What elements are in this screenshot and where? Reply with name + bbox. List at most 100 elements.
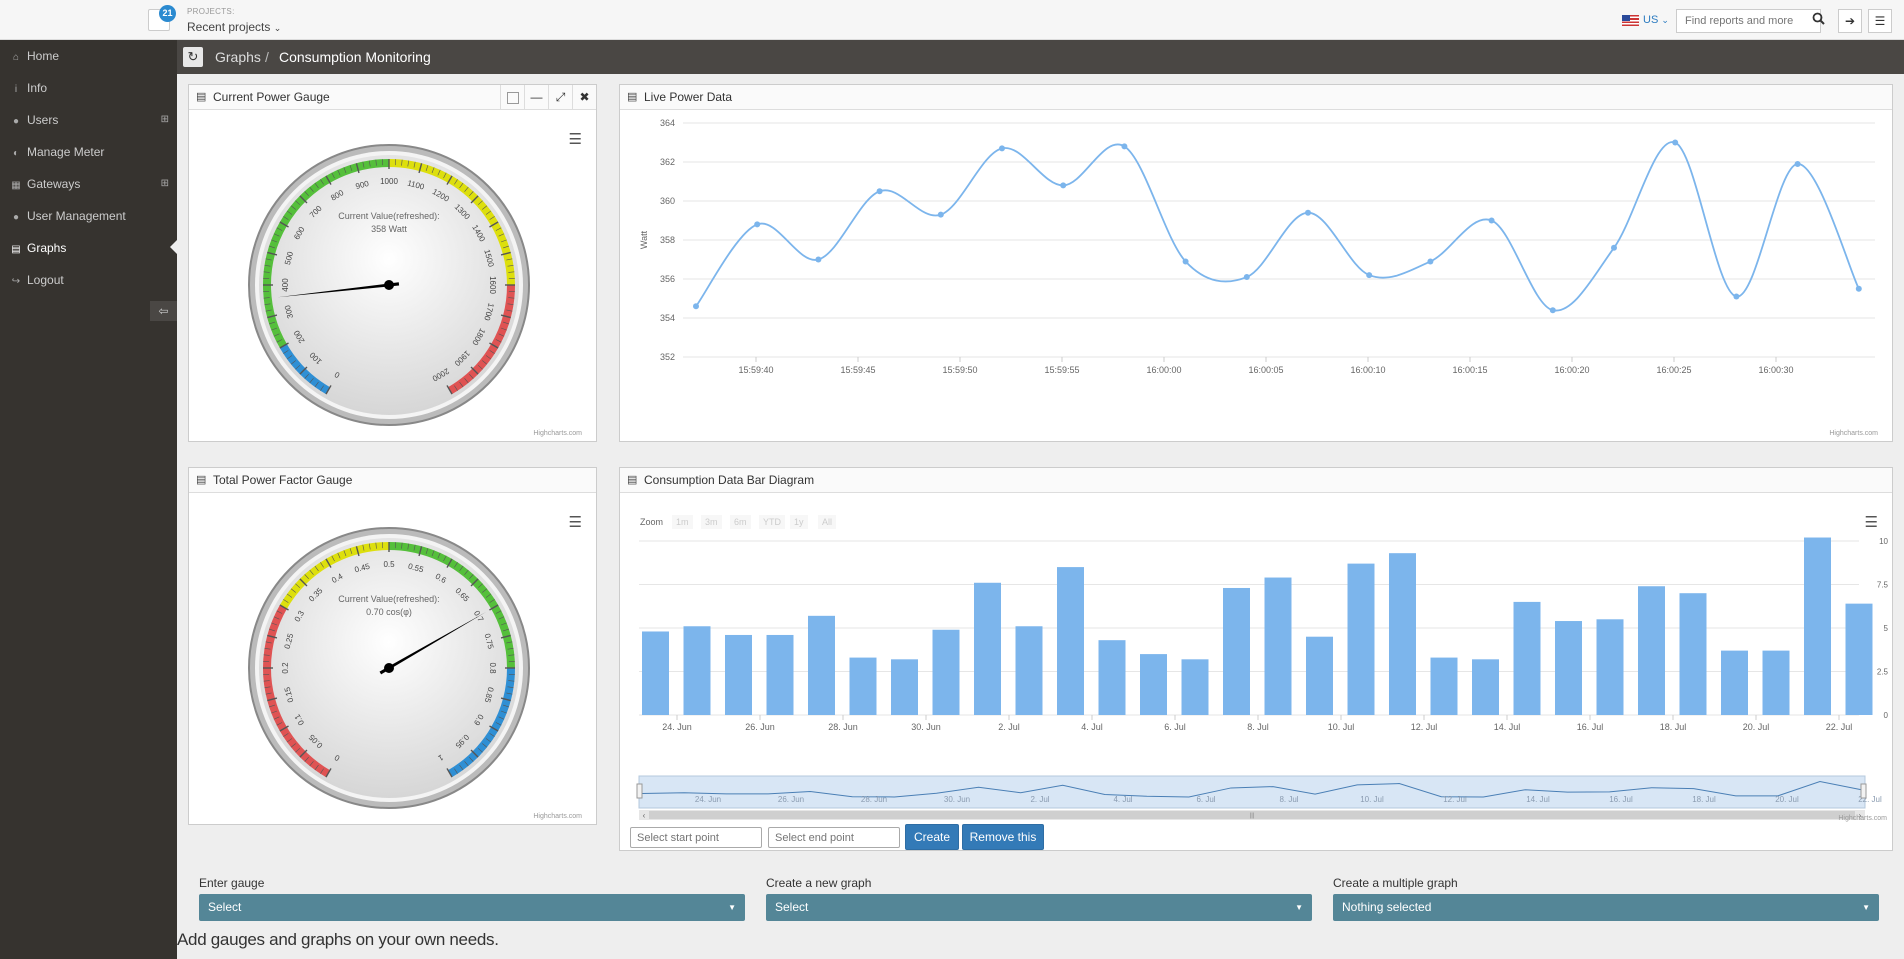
gauge-minor-tick (485, 593, 492, 598)
chart-menu-icon[interactable]: ☰ (568, 131, 582, 148)
y-tick-label: 354 (660, 313, 675, 323)
collapse-sidebar-icon[interactable]: ⇦ (150, 301, 177, 321)
bar (1513, 601, 1541, 715)
navigator-right-handle (1860, 783, 1867, 799)
sidebar-item-gateways[interactable]: ▦ Gateways ⊞ (0, 168, 177, 200)
expand-icon[interactable]: ⊞ (160, 178, 169, 189)
remove-this-button[interactable]: Remove this (962, 824, 1044, 850)
gauge-minor-tick (271, 327, 278, 331)
data-point (1182, 258, 1189, 265)
gauge-minor-tick (503, 628, 509, 632)
gauge-minor-tick (437, 169, 441, 176)
gauge-minor-tick (295, 200, 301, 205)
gauge-tick-label: 0.45 (354, 562, 372, 575)
zoom-1y-button[interactable]: 1y (790, 515, 808, 529)
close-icon[interactable]: ✖ (572, 85, 596, 109)
gauge-minor-tick (482, 360, 488, 365)
multiple-graph-select[interactable]: Nothing selected ▼ (1333, 894, 1879, 921)
x-tick-label: 16:00:30 (1758, 365, 1793, 375)
expand-icon[interactable]: ⊞ (160, 114, 169, 125)
sidebar-item-logout[interactable]: ↪ Logout (0, 264, 177, 296)
checkbox-icon[interactable] (500, 85, 524, 109)
gauge-minor-tick (469, 756, 474, 762)
bar-chart-icon: ▤ (11, 244, 21, 255)
sidebar-item-manage-meter[interactable]: ◐ Manage Meter (0, 136, 177, 168)
search-input[interactable] (1676, 9, 1821, 33)
highcharts-credit[interactable]: Highcharts.com (1829, 430, 1878, 437)
gauge-minor-tick (482, 743, 488, 748)
zoom-6m-button[interactable]: 6m (730, 515, 751, 529)
data-point (937, 211, 944, 218)
gauge-major-tick (325, 558, 332, 568)
chevron-down-icon: ⌄ (273, 23, 282, 33)
navigator-label: 10. Jul (1360, 795, 1384, 804)
highcharts-credit[interactable]: Highcharts.com (533, 813, 582, 820)
gauge-minor-tick (506, 258, 513, 261)
bar (1181, 659, 1209, 715)
sidebar-item-home[interactable]: ⌂ Home (0, 40, 177, 72)
sidebar-item-user-management[interactable]: ● User Management (0, 200, 177, 232)
navigator-series (641, 781, 1863, 798)
end-point-input[interactable] (768, 827, 900, 848)
caret-down-icon: ▼ (1862, 903, 1870, 912)
gauge-minor-tick (498, 233, 505, 237)
gauge-major-tick (299, 366, 308, 375)
minimize-icon[interactable]: — (524, 85, 548, 109)
gauge-minor-tick (320, 562, 324, 568)
gauge-minor-tick (286, 593, 293, 598)
gauge-major-tick (325, 768, 332, 778)
zoom-3m-button[interactable]: 3m (701, 515, 722, 529)
new-graph-select[interactable]: Select ▼ (766, 894, 1312, 921)
us-flag-icon[interactable] (1622, 15, 1639, 26)
x-tick-label: 16:00:25 (1656, 365, 1691, 375)
gauge-minor-tick (459, 565, 464, 572)
scrollbar-grip-icon: ||| (1250, 813, 1255, 819)
start-point-input[interactable] (630, 827, 762, 848)
zoom-label: Zoom (640, 517, 664, 527)
info-icon: i (14, 84, 18, 95)
gauge-minor-tick (477, 365, 483, 370)
gauge-tick-label: 0.5 (383, 560, 395, 569)
search-icon[interactable] (1809, 11, 1827, 31)
highcharts-credit[interactable]: Highcharts.com (1838, 815, 1887, 822)
gauge-minor-tick (368, 160, 371, 167)
navigator[interactable]: 24. Jun 26. Jun 28. Jun 30. Jun 2. Jul 4. Jul… (620, 774, 1892, 824)
bar (1638, 586, 1665, 715)
bar (1762, 650, 1790, 715)
zoom-ytd-button[interactable]: YTD (759, 515, 785, 529)
gauge-tick-label: 300 (283, 304, 295, 320)
expand-icon[interactable]: ⤢ (548, 85, 572, 109)
chart-menu-icon[interactable]: ☰ (1864, 514, 1878, 531)
live-power-line-chart: 352 354 356 358 360 362 364 Watt 15:59:40 15:59:4… (639, 118, 1875, 375)
recent-projects-dropdown[interactable]: Recent projects ⌄ (187, 20, 281, 34)
sidebar-item-info[interactable]: i Info (0, 72, 177, 104)
zoom-1m-button[interactable]: 1m (672, 515, 693, 529)
gauge-tick-label: 0.15 (283, 686, 296, 704)
navigator-label: 12. Jul (1443, 795, 1467, 804)
gauge-minor-tick (314, 381, 319, 388)
create-button[interactable]: Create (905, 824, 959, 850)
sidebar-item-graphs[interactable]: ▤ Graphs (0, 232, 177, 264)
enter-gauge-select[interactable]: Select ▼ (199, 894, 745, 921)
gauge-minor-tick (500, 622, 507, 626)
chart-menu-icon[interactable]: ☰ (568, 514, 582, 531)
menu-icon[interactable]: ☰ (1868, 9, 1892, 33)
gauge-minor-tick (495, 610, 502, 614)
gauge-minor-tick (290, 205, 296, 210)
gauge-minor-tick (283, 350, 289, 354)
data-point (815, 256, 822, 263)
bar-chart-icon: ▤ (196, 474, 207, 486)
highcharts-credit[interactable]: Highcharts.com (533, 430, 582, 437)
zoom-all-button[interactable]: All (818, 515, 837, 529)
data-point (999, 145, 1005, 152)
breadcrumb-graphs[interactable]: Graphs (215, 49, 261, 65)
language-selector[interactable]: US ⌄ (1643, 14, 1669, 26)
gauge-major-tick (500, 314, 511, 319)
sign-out-icon[interactable]: ➔ (1838, 9, 1862, 33)
gauge-minor-tick (331, 172, 335, 179)
refresh-icon[interactable]: ↻ (183, 47, 203, 67)
gauge-major-tick (325, 385, 332, 395)
sidebar-item-users[interactable]: ● Users ⊞ (0, 104, 177, 136)
gauge-minor-tick (464, 186, 469, 192)
bar (1264, 577, 1292, 715)
